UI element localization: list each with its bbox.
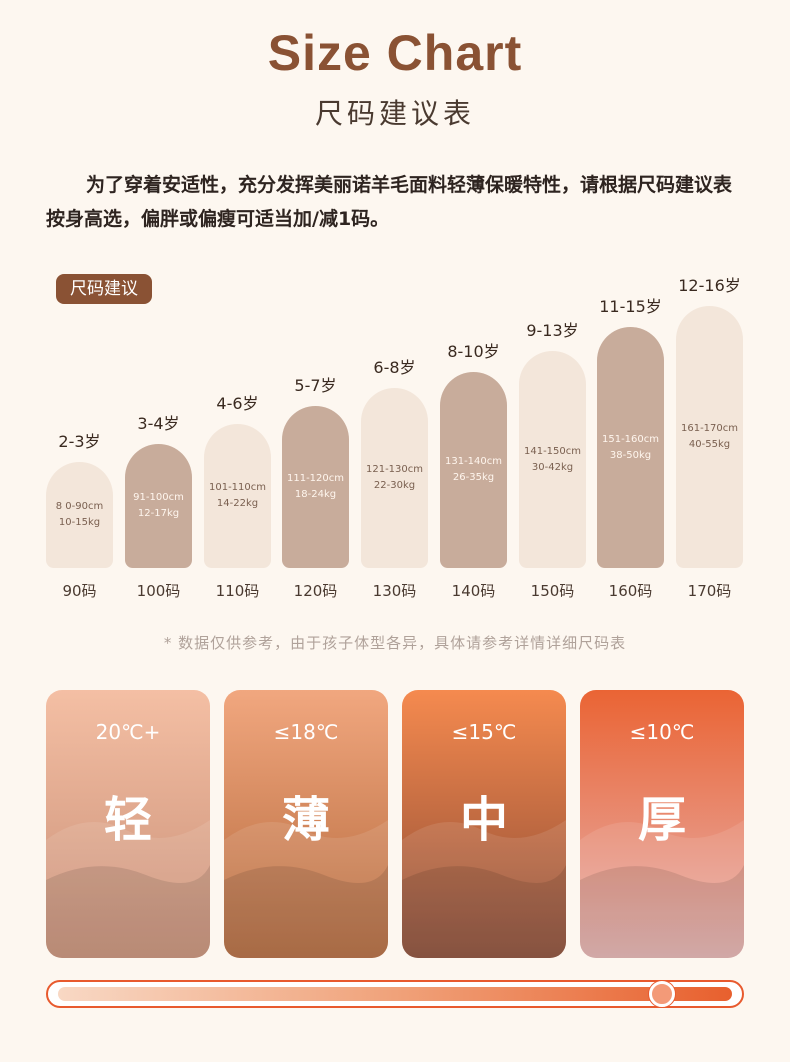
weight-range: 38-50kg	[609, 449, 652, 461]
height-range: 91-100cm	[133, 492, 184, 503]
height-range: 131-140cm	[444, 456, 503, 467]
height-range: 161-170cm	[680, 423, 739, 434]
size-label: 110码	[215, 582, 260, 600]
thickness-card[interactable]: ≤10℃厚220-260g/m²秋冬冰寒	[580, 690, 744, 958]
thickness-card[interactable]: 20℃+轻150-170g/m²春夏温热	[46, 690, 210, 958]
weight-range: 26-35kg	[452, 472, 495, 483]
weight-range: 10-15kg	[58, 517, 101, 528]
thickness-label: 中	[459, 792, 508, 848]
weight-range: 30-42kg	[531, 461, 574, 473]
height-range: 151-160cm	[601, 433, 660, 445]
weight-range: 22-30kg	[373, 480, 416, 491]
landscape-illustration	[46, 820, 210, 958]
size-label: 170码	[687, 582, 732, 600]
age-label: 4-6岁	[216, 394, 259, 413]
age-label: 8-10岁	[447, 342, 500, 361]
intro-text: 为了穿着安适性，充分发挥美丽诺羊毛面料轻薄保暖特性，请根据尺码建议表按身高选，偏…	[46, 174, 733, 230]
size-label: 140码	[451, 582, 496, 600]
size-label: 130码	[372, 582, 417, 600]
size-label: 90码	[62, 582, 97, 600]
height-range: 141-150cm	[523, 445, 582, 457]
temperature-label: ≤15℃	[451, 720, 517, 744]
height-range: 101-110cm	[208, 482, 267, 493]
thickness-slider[interactable]	[46, 980, 744, 1008]
landscape-illustration	[224, 820, 388, 958]
landscape-illustration	[402, 820, 566, 958]
weight-range: 18-24kg	[294, 489, 337, 500]
slider-fill	[58, 987, 732, 1001]
size-label: 150码	[530, 582, 575, 600]
weight-range: 14-22kg	[216, 498, 259, 509]
age-label: 3-4岁	[137, 414, 180, 433]
age-label: 9-13岁	[526, 321, 579, 340]
height-range: 8 0-90cm	[55, 501, 104, 512]
thickness-label: 薄	[281, 792, 330, 848]
age-label: 5-7岁	[294, 376, 337, 395]
weight-range: 12-17kg	[137, 508, 180, 519]
size-bar: 111-120cm 18-24kg	[282, 406, 349, 568]
temperature-label: ≤10℃	[629, 720, 695, 744]
temperature-label: ≤18℃	[273, 720, 339, 744]
size-bar: 131-140cm 26-35kg	[440, 372, 507, 568]
disclaimer-note: * 数据仅供参考，由于孩子体型各异，具体请参考详情详细尺码表	[163, 634, 627, 652]
age-label: 2-3岁	[58, 432, 101, 451]
size-label: 120码	[293, 582, 338, 600]
height-range: 121-130cm	[365, 464, 424, 475]
thickness-label: 轻	[103, 792, 152, 848]
size-bar: 161-170cm 40-55kg	[676, 306, 743, 568]
size-bar: 141-150cm 30-42kg	[519, 351, 586, 568]
temperature-label: 20℃+	[95, 720, 161, 744]
size-bar: 8 0-90cm 10-15kg	[46, 462, 113, 568]
age-label: 6-8岁	[373, 358, 416, 377]
page-title: Size Chart	[267, 25, 523, 81]
size-label: 160码	[608, 582, 653, 600]
landscape-illustration	[580, 820, 744, 958]
size-bar: 91-100cm 12-17kg	[125, 444, 192, 568]
thickness-card[interactable]: ≤18℃薄180-190g/m²春秋微凉	[224, 690, 388, 958]
height-range: 111-120cm	[286, 473, 345, 484]
weight-range: 40-55kg	[688, 439, 731, 450]
size-label: 100码	[136, 582, 181, 600]
age-label: 12-16岁	[678, 276, 741, 295]
thickness-card[interactable]: ≤15℃中200-210g/m²秋冬小冷	[402, 690, 566, 958]
size-bar: 101-110cm 14-22kg	[204, 424, 271, 568]
slider-thumb[interactable]	[649, 981, 675, 1007]
size-suggestion-badge: 尺码建议	[56, 274, 152, 304]
thickness-label: 厚	[637, 792, 686, 848]
page-subtitle: 尺码建议表	[314, 97, 475, 130]
size-bar: 121-130cm 22-30kg	[361, 388, 428, 568]
size-bar: 151-160cm 38-50kg	[597, 327, 664, 568]
age-label: 11-15岁	[599, 297, 662, 316]
